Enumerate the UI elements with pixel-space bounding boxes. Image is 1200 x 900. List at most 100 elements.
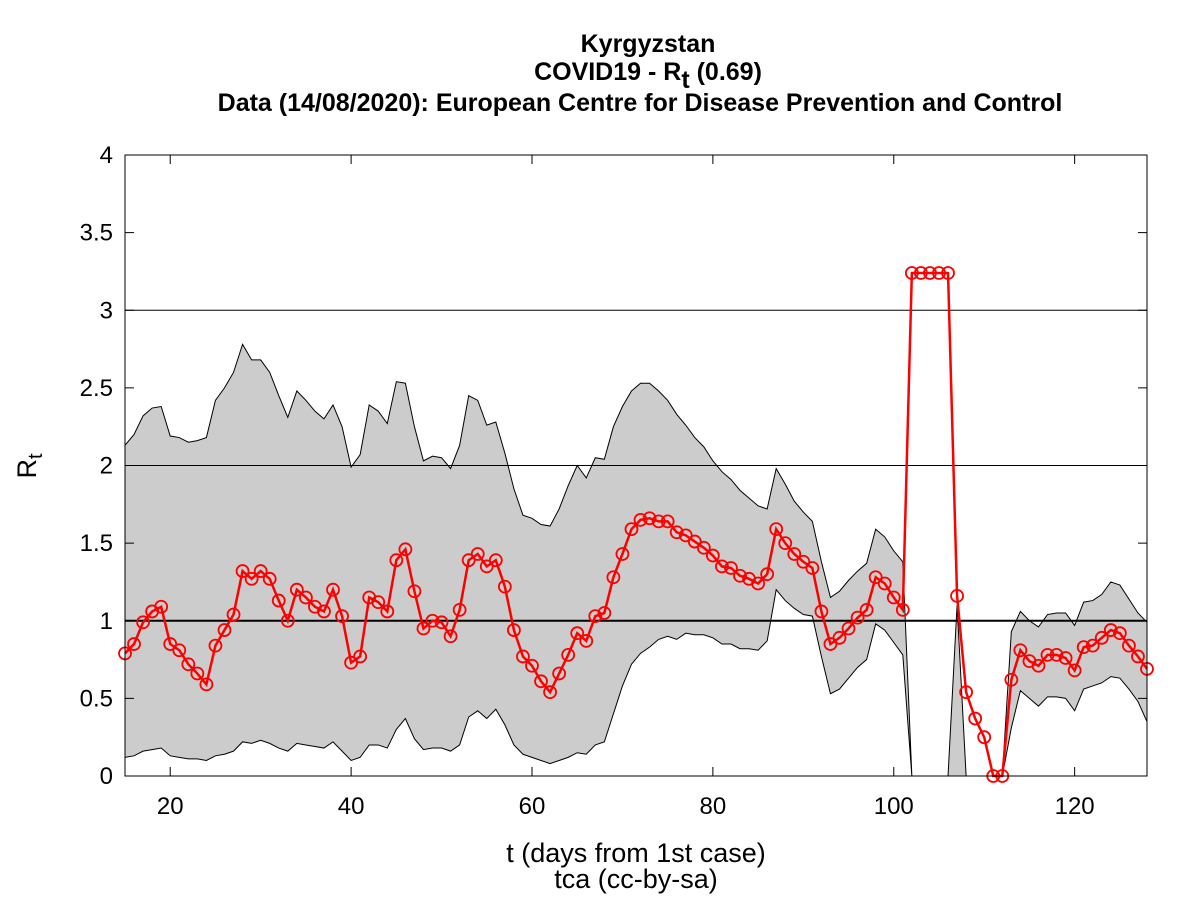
rt-point [371, 595, 386, 610]
rt-point [805, 561, 820, 575]
rt-point [507, 623, 521, 637]
rt-point [298, 590, 313, 605]
rt-point [633, 512, 648, 527]
rt-point [923, 266, 937, 280]
rt-point [416, 621, 431, 636]
rt-point [434, 615, 449, 630]
rt-point [606, 570, 621, 585]
rt-point [895, 602, 910, 617]
rt-point [154, 599, 169, 614]
rt-point [1013, 643, 1028, 658]
rt-point [190, 666, 205, 681]
rt-point [886, 590, 901, 605]
rt-point [579, 634, 594, 648]
x-tick-label: 60 [519, 793, 546, 820]
x-tick-label: 80 [700, 793, 727, 820]
rt-point [850, 610, 865, 625]
y-tick-label: 1 [100, 608, 113, 635]
rt-point [760, 567, 775, 582]
rt-point [832, 630, 847, 645]
rt-point [235, 564, 250, 578]
rt-point [389, 553, 404, 568]
confidence-band [124, 343, 1148, 777]
rt-point [787, 547, 802, 561]
rt-point [678, 528, 693, 543]
rt-point [705, 548, 720, 563]
rt-point [1058, 651, 1073, 665]
rt-point [859, 602, 874, 617]
rt-point [534, 674, 548, 689]
rt-point [226, 607, 241, 622]
rt-point [461, 553, 476, 568]
rt-point [769, 522, 784, 537]
rt-point [470, 547, 485, 561]
rt-point [959, 685, 974, 700]
rt-point [733, 568, 747, 583]
rt-point [244, 571, 259, 586]
x-tick-label: 20 [157, 793, 184, 820]
y-tick-label: 2 [100, 453, 113, 480]
rt-point [904, 266, 919, 280]
rt-point [950, 589, 964, 603]
rt-point [488, 553, 503, 568]
rt-point [570, 626, 585, 641]
rt-point [335, 609, 349, 623]
rt-point [877, 576, 892, 591]
rt-point [823, 637, 838, 651]
rt-point [1131, 649, 1145, 664]
rt-point [1031, 658, 1046, 673]
x-tick-label: 120 [1055, 793, 1095, 820]
rt-point [687, 534, 702, 549]
rt-point [317, 604, 331, 619]
rt-point [253, 564, 268, 578]
rt-point [525, 658, 539, 673]
rt-point [696, 540, 711, 555]
rt-point [868, 570, 883, 585]
rt-point [552, 666, 567, 681]
y-tick-label: 3 [100, 297, 113, 324]
chart-title: Kyrgyzstan [581, 30, 716, 58]
y-tick-label: 3.5 [80, 220, 113, 247]
rt-point [326, 582, 340, 597]
y-tick-label: 4 [100, 142, 113, 169]
y-tick-label: 0.5 [80, 685, 113, 712]
rt-point [624, 522, 639, 537]
rt-point [516, 649, 530, 664]
rt-point [1049, 648, 1064, 662]
rt-point [751, 576, 765, 591]
rt-point [941, 266, 955, 280]
rt-point [724, 561, 738, 575]
rt-point [271, 593, 286, 608]
rt-point [425, 613, 440, 628]
rt-point [217, 623, 232, 637]
chart-subtitle: COVID19 - Rt (0.69) [534, 58, 762, 94]
rt-point [479, 559, 494, 574]
rt-point [353, 649, 368, 664]
y-tick-label: 2.5 [80, 375, 113, 402]
rt-point [398, 542, 413, 557]
rt-point [796, 554, 811, 569]
rt-point [615, 547, 630, 561]
x-axis-label: t (days from 1st case) [506, 838, 766, 868]
rt-point [660, 514, 675, 529]
rt-point [443, 629, 458, 644]
rt-point [280, 613, 295, 628]
rt-point [1122, 638, 1136, 653]
rt-point [778, 536, 793, 551]
rt-point [452, 602, 467, 617]
rt-point [913, 266, 928, 280]
rt-point [380, 604, 395, 619]
rt-point [344, 655, 359, 670]
rt-point [1076, 640, 1091, 655]
rt-point [977, 730, 992, 745]
rt-point [497, 579, 512, 594]
y-tick-label: 1.5 [80, 530, 113, 557]
rt-point [1085, 638, 1100, 653]
rt-point [1094, 630, 1109, 645]
rt-point [1040, 648, 1055, 662]
rt-point [588, 609, 603, 623]
rt-point [1103, 623, 1118, 637]
rt-point [199, 677, 214, 692]
rt-point [642, 511, 657, 526]
